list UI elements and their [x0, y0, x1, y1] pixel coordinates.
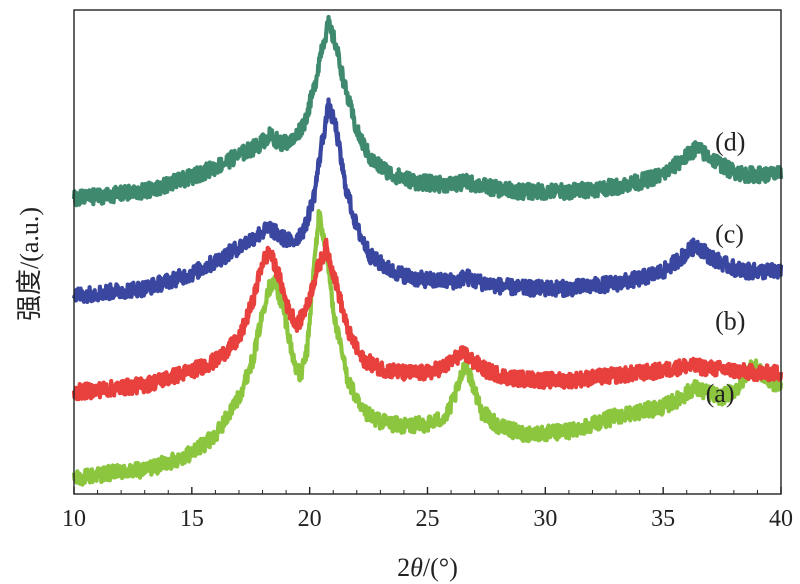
series-line-a — [71, 209, 784, 487]
y-axis-title: 强度/(a.u.) — [15, 207, 44, 321]
x-tick-label-30: 30 — [533, 506, 557, 532]
series-labels: (a) (b) (c) (d) — [706, 127, 746, 408]
series-line-c — [71, 97, 784, 304]
x-tick-label-20: 20 — [298, 506, 322, 532]
x-axis-title-prefix: 2 — [397, 553, 410, 582]
series-label-a: (a) — [706, 379, 735, 408]
series-label-c: (c) — [715, 219, 744, 248]
series-line-d — [71, 14, 784, 208]
x-tick-label-40: 40 — [769, 506, 793, 532]
x-tick-label-15: 15 — [180, 506, 204, 532]
x-tick-label-25: 25 — [416, 506, 440, 532]
plot-area — [71, 14, 784, 487]
x-tick-label-10: 10 — [62, 506, 86, 532]
series-label-d: (d) — [715, 127, 745, 156]
x-axis-ticks — [73, 487, 782, 494]
series-label-b: (b) — [715, 306, 745, 335]
x-axis-title-theta: θ — [410, 553, 423, 582]
x-axis-tick-labels: 10 15 20 25 30 35 40 — [62, 506, 793, 532]
x-axis-title: 2θ/(°) — [397, 553, 458, 582]
series-line-b — [71, 237, 784, 402]
x-tick-label-35: 35 — [651, 506, 675, 532]
x-axis-title-suffix: /(°) — [423, 553, 458, 582]
